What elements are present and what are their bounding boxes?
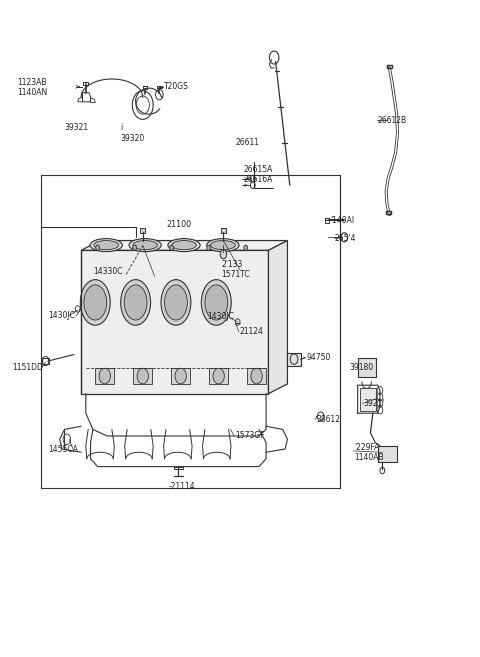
Text: i
39320: i 39320 bbox=[120, 124, 144, 143]
Bar bbox=[209, 367, 228, 384]
Ellipse shape bbox=[161, 280, 191, 325]
Bar bbox=[96, 367, 114, 384]
Ellipse shape bbox=[205, 285, 228, 320]
Text: 26615A
26616A: 26615A 26616A bbox=[244, 165, 273, 185]
Ellipse shape bbox=[168, 238, 200, 252]
Circle shape bbox=[175, 368, 186, 384]
Ellipse shape bbox=[124, 285, 147, 320]
Ellipse shape bbox=[165, 285, 187, 320]
Text: 1455CA: 1455CA bbox=[48, 445, 78, 453]
Text: 1430JC: 1430JC bbox=[207, 312, 234, 321]
Text: 265'4: 265'4 bbox=[335, 234, 356, 243]
Polygon shape bbox=[268, 240, 288, 394]
Bar bbox=[360, 388, 376, 411]
Ellipse shape bbox=[94, 240, 119, 250]
Circle shape bbox=[99, 368, 110, 384]
Circle shape bbox=[133, 245, 137, 250]
Text: 2'133
1571TC: 2'133 1571TC bbox=[221, 260, 250, 279]
Bar bbox=[140, 228, 145, 233]
Polygon shape bbox=[81, 250, 268, 394]
Bar bbox=[247, 367, 266, 384]
Text: 1430JC: 1430JC bbox=[48, 311, 75, 320]
Text: 3921': 3921' bbox=[363, 399, 385, 408]
Text: 39180: 39180 bbox=[349, 363, 373, 372]
Bar bbox=[133, 367, 152, 384]
Bar bbox=[41, 175, 340, 488]
Text: '140AI: '140AI bbox=[330, 216, 354, 225]
Bar bbox=[221, 228, 226, 233]
Ellipse shape bbox=[172, 240, 196, 250]
Text: 1151DD: 1151DD bbox=[12, 363, 43, 372]
Text: 38612: 38612 bbox=[316, 415, 340, 424]
Ellipse shape bbox=[80, 280, 110, 325]
Text: 14330C: 14330C bbox=[93, 267, 122, 276]
Circle shape bbox=[137, 368, 148, 384]
Text: T20GS: T20GS bbox=[164, 81, 189, 91]
Circle shape bbox=[96, 245, 99, 250]
Circle shape bbox=[207, 245, 211, 250]
Text: 26611: 26611 bbox=[235, 139, 259, 147]
Ellipse shape bbox=[84, 285, 107, 320]
Ellipse shape bbox=[211, 240, 235, 250]
Text: 21124: 21124 bbox=[240, 327, 264, 336]
Circle shape bbox=[213, 368, 224, 384]
Ellipse shape bbox=[90, 238, 122, 252]
Text: -21114: -21114 bbox=[169, 482, 195, 491]
Text: '229FA
1140AB: '229FA 1140AB bbox=[354, 443, 384, 462]
Circle shape bbox=[220, 250, 227, 259]
Circle shape bbox=[244, 245, 248, 250]
Text: 21100: 21100 bbox=[167, 220, 192, 229]
Text: 94750: 94750 bbox=[306, 353, 331, 362]
Text: 1123AB
1140AN: 1123AB 1140AN bbox=[17, 78, 47, 97]
Bar bbox=[378, 445, 396, 462]
Bar bbox=[288, 353, 301, 366]
Bar bbox=[171, 367, 190, 384]
Polygon shape bbox=[81, 240, 288, 250]
Ellipse shape bbox=[120, 280, 151, 325]
Bar bbox=[358, 358, 376, 377]
Ellipse shape bbox=[133, 240, 157, 250]
Circle shape bbox=[170, 245, 174, 250]
Text: 1573GF: 1573GF bbox=[235, 432, 265, 440]
Text: 39321: 39321 bbox=[64, 124, 89, 132]
Circle shape bbox=[251, 368, 262, 384]
Ellipse shape bbox=[207, 238, 239, 252]
Text: 26612B: 26612B bbox=[378, 116, 407, 125]
Ellipse shape bbox=[129, 238, 161, 252]
Ellipse shape bbox=[201, 280, 231, 325]
